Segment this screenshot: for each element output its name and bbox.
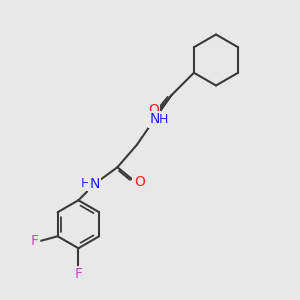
- Text: N: N: [150, 112, 160, 126]
- Text: O: O: [148, 103, 159, 117]
- Text: N: N: [90, 177, 100, 191]
- Text: F: F: [31, 234, 38, 248]
- Text: F: F: [74, 267, 83, 281]
- Text: H: H: [81, 177, 91, 190]
- Text: O: O: [134, 175, 145, 189]
- Text: H: H: [158, 113, 168, 126]
